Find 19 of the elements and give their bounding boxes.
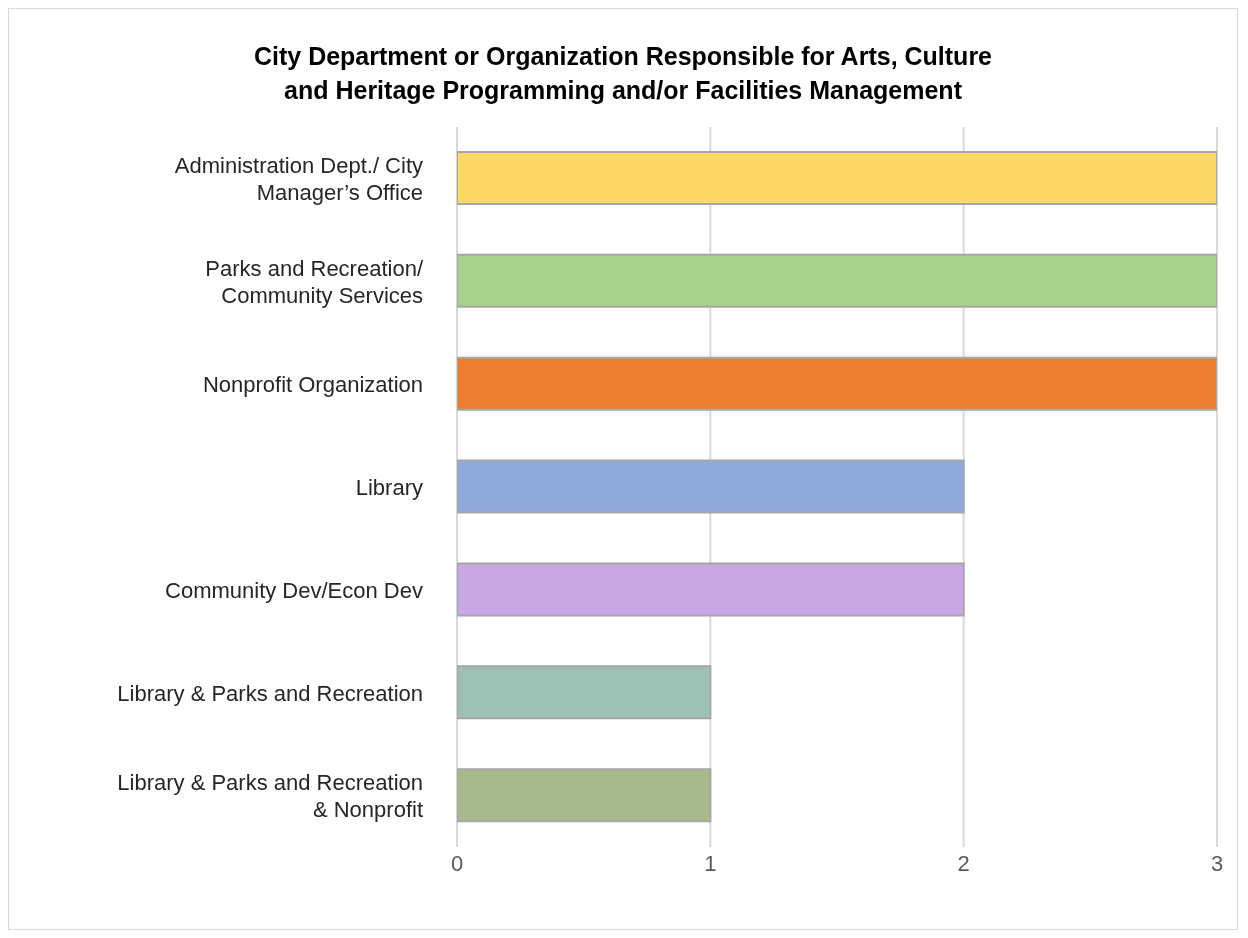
- y-tick-label: Parks and Recreation/ Community Services: [205, 255, 424, 308]
- chart-title: City Department or Organization Responsible for Arts, Culture and Heritage Programming and/or Facilities Management: [252, 41, 994, 106]
- bar: [457, 356, 1217, 411]
- y-tick-label: Administration Dept./ City Manager’s Office: [174, 152, 423, 205]
- x-tick-label: 3: [1210, 850, 1224, 876]
- x-tick-label: 0: [450, 850, 464, 876]
- y-tick-label: Library & Parks and Recreation: [117, 680, 423, 706]
- bar: [457, 768, 712, 823]
- x-tick-label: 2: [957, 850, 970, 876]
- y-tick-label: Library: [355, 475, 423, 500]
- y-tick-label: Library & Parks and Recreation & Nonprofit: [117, 770, 423, 823]
- bar: [457, 665, 712, 720]
- bar: [457, 562, 965, 617]
- bar: [457, 151, 1217, 205]
- y-tick-label: Nonprofit Organization: [202, 372, 423, 398]
- x-tick-label: 1: [704, 850, 717, 876]
- y-tick-label: Community Dev/Econ Dev: [165, 577, 423, 603]
- bar: [457, 459, 965, 514]
- bar: [457, 253, 1217, 308]
